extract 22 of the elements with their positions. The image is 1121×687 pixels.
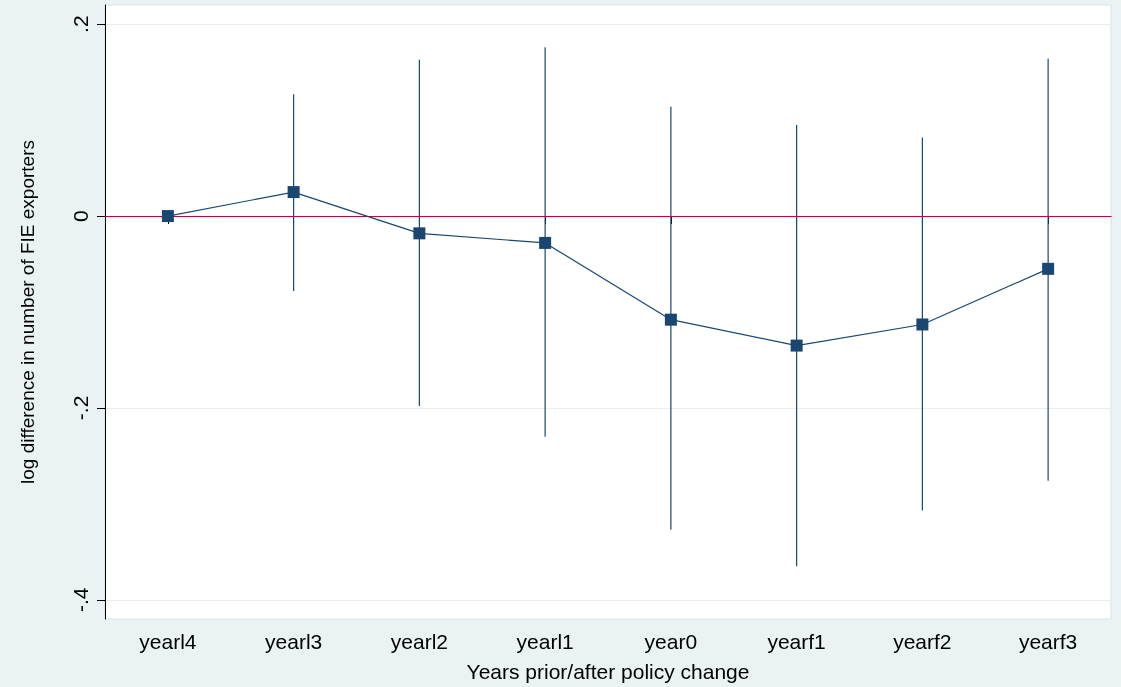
point: [413, 227, 426, 240]
x-tick-label: year0: [644, 630, 698, 653]
point: [790, 339, 803, 352]
x-tick-label: yearf3: [1018, 630, 1078, 653]
y-tick-label: -.2: [69, 395, 92, 421]
x-tick-label: yearf1: [767, 630, 826, 653]
y-tick-label: .2: [69, 15, 92, 33]
point: [916, 318, 929, 331]
point: [664, 313, 677, 326]
y-tick-label: -.4: [69, 587, 92, 613]
point: [1042, 262, 1055, 275]
x-tick-label: yearf2: [893, 630, 952, 653]
y-axis-title: log difference in number of FIE exporters: [17, 140, 38, 484]
point: [539, 236, 552, 249]
point: [161, 210, 174, 223]
x-tick-label: yearl3: [265, 630, 323, 653]
x-axis-title: Years prior/after policy change: [466, 660, 750, 683]
y-tick-label: 0: [69, 210, 92, 222]
x-tick-label: yearl2: [390, 630, 448, 653]
point: [287, 186, 300, 199]
x-tick-label: yearl1: [516, 630, 574, 653]
x-tick-label: yearl4: [139, 630, 197, 653]
